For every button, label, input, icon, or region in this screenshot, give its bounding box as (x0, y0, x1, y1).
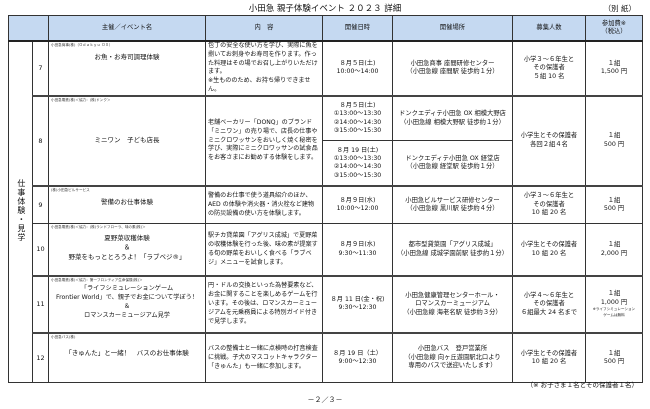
date: ８月９日(水) 10:00～12:00 (322, 184, 393, 225)
organizer: (株)小田急ビルサービス (51, 187, 90, 192)
place: 小田急健康管理センターホール・ ロマンスカーミュージアム （小田急線 海老名駅 … (392, 274, 513, 334)
footnote: （※ お子さま１名とその保護者１名） (526, 381, 638, 389)
event-name: 「きゅんた」と一緒！ バスのお仕事体験 (65, 349, 189, 358)
content: 包丁の安全な使い方を学び、実際に魚を捌いてお刺身やお寿司を作ります。作った料理は… (205, 40, 323, 97)
row-number: 8 (32, 94, 49, 187)
header-row: 主催／イベント名 内 容 開催日時 開催場所 募集人数 参加費※ （税込） (8, 15, 643, 42)
capacity: 小学４～６年生と その保護者 ６組最大 24 名まで (512, 274, 586, 334)
row-number: 9 (32, 184, 49, 225)
date: ８月 11 日(金・祝) 9:30～12:30 (322, 274, 393, 334)
header-capacity: 募集人数 (512, 15, 586, 42)
capacity: 小学生とその保護者 各回２組４名 (512, 94, 586, 187)
organizer: 小田急電鉄(株)＜協力：(株)ドンク＞ (51, 97, 111, 102)
organizer: 小田急バス(株) (51, 334, 76, 339)
event-name: お魚・お寿司調理体験 (94, 53, 160, 62)
organizer: 小田急電鉄(株)＜協力：第一フロンティア生命保険(株)＞ (51, 277, 143, 282)
annex-label: （別 紙） (603, 4, 636, 13)
fee: １組 500 円 (585, 184, 643, 225)
table-row: 仕事体験・見学 7 小田急商事(株)（Ｏｄａｋｙｕ ＯＸ） お魚・お寿司調理体験 … (8, 40, 643, 384)
fee: １組 500 円 (585, 94, 643, 187)
capacity: 小学３～６年生と その保護者 ５組 10 名 (512, 40, 586, 97)
row-number: 12 (32, 331, 49, 384)
fee: １組 500 円 (585, 331, 643, 384)
date: ８月５日(土) ①13:00～13:30 ②14:00～14:30 ③15:00… (322, 94, 393, 142)
table-subrow: ８月 19 日(土) ①13:00～13:30 ②14:00～14:30 ③15… (9, 140, 643, 187)
category-cell: 仕事体験・見学 (8, 40, 33, 384)
fee: １組 2,000 円 (585, 223, 643, 277)
content: 老舗ベーカリー「DONQ」のブランド「ミニワン」の売り場で、店長の仕事やミニクロ… (205, 94, 323, 187)
event-cell: 小田急電鉄(株)＜協力：第一フロンティア生命保険(株)＞ 「ライフシミュレーション… (48, 274, 206, 334)
table-row: 10 小田急電鉄(株)＜協力：(株)ランドフローラ、味の素(株)＞ 夏野菜収穫体験… (9, 223, 643, 277)
category-label: 仕事体験・見学 (16, 178, 26, 242)
date: ８月 19 日（土） 9:00～12:30 (322, 331, 393, 384)
date: ８月９日(水) 9:30～11:30 (322, 223, 393, 277)
event-name: 「ライフシミュレーションゲーム Frontier World」で、親子でお金につ… (56, 285, 198, 320)
header-content: 内 容 (205, 15, 323, 42)
fee: １組 1,000 円 (600, 290, 628, 306)
table-row: 8 小田急電鉄(株)＜協力：(株)ドンク＞ ミニワン 子ども店長 老舗ベーカリー「… (9, 94, 643, 187)
header-fee: 参加費※ （税込） (585, 15, 643, 42)
event-cell: 小田急バス(株) 「きゅんた」と一緒！ バスのお仕事体験 (48, 331, 206, 384)
capacity: 小学３～６年生と その保護者 10 組 20 名 (512, 184, 586, 225)
event-cell: 小田急商事(株)（Ｏｄａｋｙｕ ＯＸ） お魚・お寿司調理体験 (48, 40, 206, 97)
place: 小田急商事 座間研修センター （小田急線 座間駅 徒歩約１分） (392, 40, 513, 97)
place: ドンクエディテ小田急 OX 相模大野店 （小田急線 相模大野駅 徒歩約１分） (392, 94, 513, 142)
event-cell: (株)小田急ビルサービス警備のお仕事体験 (48, 184, 206, 225)
place-2: ドンクエディテ小田急 OX 経堂店 （小田急線 経堂駅 徒歩約１分） (392, 140, 513, 187)
header-place: 開催場所 (392, 15, 513, 42)
organizer: 小田急電鉄(株)＜協力：(株)ランドフローラ、味の素(株)＞ (51, 225, 146, 230)
event-cell: 小田急電鉄(株)＜協力：(株)ランドフローラ、味の素(株)＞ 夏野菜収穫体験 ＆ … (48, 223, 206, 277)
capacity: 小学生とその保護者 10 組 20 名 (512, 223, 586, 277)
date-2: ８月 19 日(土) ①13:00～13:30 ②14:00～14:30 ③15… (322, 140, 393, 187)
place: 小田急ビルサービス研修センター （小田急線 黒川駅 徒歩約４分） (392, 184, 513, 225)
fee-cell: １組 1,000 円 ※ライフシミュレーション ゲームは無料 (585, 274, 643, 334)
event-table: 主催／イベント名 内 容 開催日時 開催場所 募集人数 参加費※ （税込） 仕事… (8, 15, 643, 384)
header-blank (8, 15, 49, 42)
page-number: －２／３－ (307, 396, 343, 404)
document-title: 小田急 親子体験イベント ２０２３ 詳細 (248, 4, 402, 14)
content: 駅チカ貸菜園「アグリス成城」で夏野菜の収穫体験を行った後、味の素が提案する旬の野… (205, 223, 323, 277)
table-row: 11 小田急電鉄(株)＜協力：第一フロンティア生命保険(株)＞ 「ライフシミュレー… (9, 274, 643, 334)
organizer: 小田急商事(株)（Ｏｄａｋｙｕ ＯＸ） (51, 43, 113, 47)
row-number: 11 (32, 274, 49, 334)
fee: １組 1,500 円 (585, 40, 643, 97)
event-name: 夏野菜収穫体験 ＆ 野菜をもっととろうよ！「ラブベジ®」 (68, 233, 186, 261)
event-name: 警備のお仕事体験 (101, 198, 153, 207)
row-number: 10 (32, 223, 49, 277)
header-event: 主催／イベント名 (48, 15, 206, 42)
event-name: ミニワン 子ども店長 (94, 136, 160, 145)
place: 小田急バス 登戸営業所 （小田急線 向ヶ丘遊園駅北口より 専用のバスで送迎いたし… (392, 331, 513, 384)
table-row: 12 小田急バス(株) 「きゅんた」と一緒！ バスのお仕事体験 バスの整備士と一緒… (9, 331, 643, 384)
date: ８月５日(土) 10:00～14:00 (322, 40, 393, 97)
capacity: 小学生とその保護者 10 組 20 名 (512, 331, 586, 384)
event-cell: 小田急電鉄(株)＜協力：(株)ドンク＞ ミニワン 子ども店長 (48, 94, 206, 187)
table-row: 9 (株)小田急ビルサービス警備のお仕事体験 警備のお仕事で使う道具紹介のほか、… (9, 184, 643, 225)
content: バスの整備士と一緒に点検時の打音検査に挑戦。子犬のマスコットキャラクター「きゅん… (205, 331, 323, 384)
content: 警備のお仕事で使う道具紹介のほか、AED の体験や消火器・消火栓など建物の防災設… (205, 184, 323, 225)
header-date: 開催日時 (322, 15, 393, 42)
content: 円・ドルの交換といった為替要素など、お金に関することを楽しめるゲームを行います。… (205, 274, 323, 334)
row-number: 7 (32, 40, 49, 97)
fee-note: ※ライフシミュレーション ゲームは無料 (592, 307, 636, 317)
place: 都市型貸菜園「アグリス成城」 （小田急線 成城学園前駅 徒歩約１分） (392, 223, 513, 277)
